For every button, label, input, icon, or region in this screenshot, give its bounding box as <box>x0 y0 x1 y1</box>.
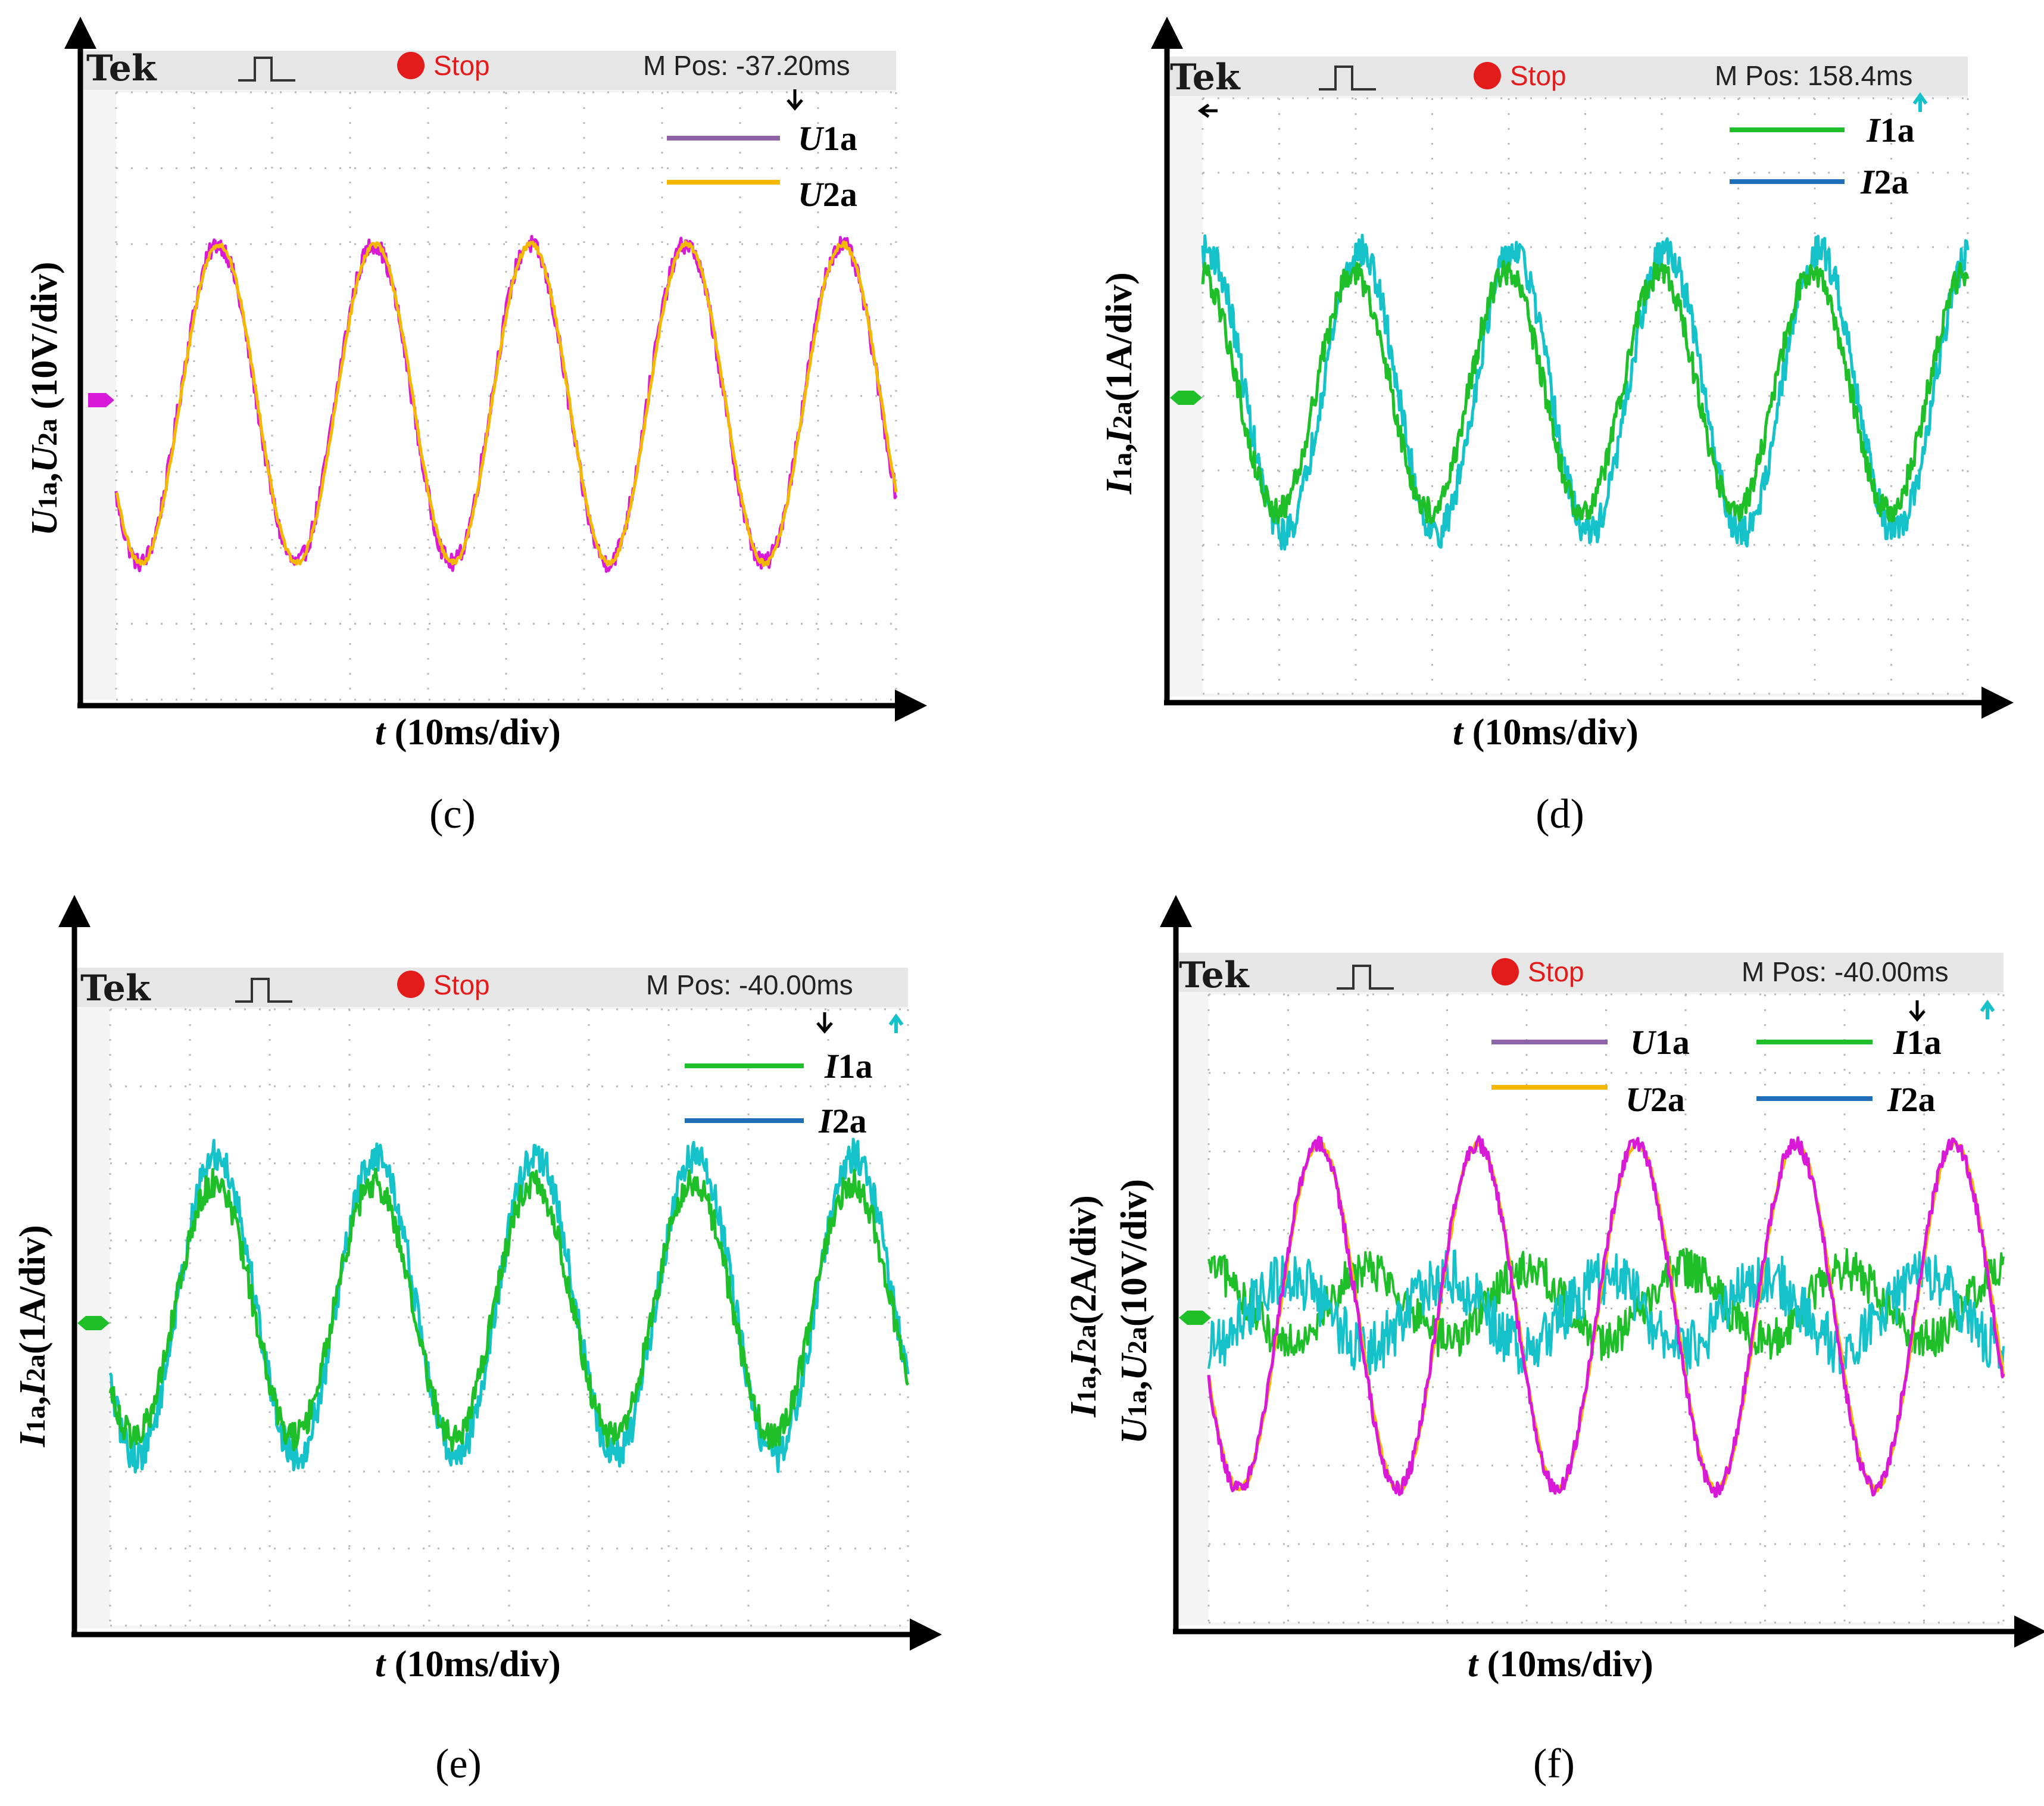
trace-U1a <box>1207 1135 2005 1498</box>
scope-mpos: M Pos: -40.00ms <box>646 969 853 1000</box>
scope-brand: Tek <box>1170 57 1241 98</box>
scope-header-bar <box>77 51 896 90</box>
legend: U1a U2a <box>667 119 857 214</box>
scope-header-bar <box>1167 57 1968 96</box>
legend-label-I2a: I2a <box>818 1102 867 1140</box>
y-axis-label: U1a,U2a (10V/div) <box>24 261 65 536</box>
legend: I1a I2a <box>1730 111 1915 201</box>
ground-marker-icon <box>77 1316 110 1330</box>
ground-marker-icon <box>1179 1311 1211 1325</box>
trigger-position-icon <box>816 1012 833 1034</box>
x-axis-label: t (10ms/div) <box>1468 1644 1653 1685</box>
scope-brand: Tek <box>86 48 157 89</box>
traces <box>114 235 898 573</box>
plot-area <box>110 1009 908 1626</box>
panel-e: Tek Stop M Pos: -40.00ms I1a I2a I1a,I2a… <box>13 895 942 1787</box>
y-axis-label: I1a,I2a(1A/div) <box>1099 272 1140 495</box>
legend: I1a I2a <box>685 1047 873 1140</box>
trigger-pulse-icon <box>238 57 295 82</box>
scope-header-bar <box>1176 953 2004 992</box>
legend: U1a U2a I1a I2a <box>1491 1023 1942 1119</box>
stop-icon <box>397 971 425 998</box>
scope-status: Stop <box>433 969 490 1000</box>
legend-label-I2a: I2a <box>1887 1080 1936 1119</box>
legend-label-U1a: U1a <box>798 119 857 158</box>
grid <box>1202 97 1969 695</box>
stop-icon <box>1491 958 1519 985</box>
scope-mpos: M Pos: -40.00ms <box>1742 956 1949 987</box>
panel-label-d: (d) <box>1536 791 1584 837</box>
stop-icon <box>397 52 425 79</box>
panel-d: Tek Stop M Pos: 158.4ms I1a I2a I1a,I2a(… <box>1099 17 2014 837</box>
legend-label-I2a: I2a <box>1860 163 1909 201</box>
grid <box>1207 993 2005 1624</box>
ground-marker-icon <box>1170 391 1202 405</box>
trigger-position-icon <box>1909 1000 1926 1022</box>
panel-label-c: (c) <box>429 791 476 837</box>
trace-I1a <box>108 1167 910 1452</box>
trigger-position-icon <box>1197 103 1218 118</box>
scope-mpos: M Pos: 158.4ms <box>1715 60 1912 91</box>
trace-I1a <box>1207 1247 2005 1361</box>
trace-U2a <box>115 240 898 567</box>
stop-icon <box>1474 62 1501 89</box>
panel-label-e: (e) <box>435 1741 482 1787</box>
ref-marker-icon <box>1912 92 1928 112</box>
traces <box>108 1137 910 1474</box>
y-axis-label-2: U1a,U2a(10V/div) <box>1114 1179 1154 1444</box>
panel-f: Tek Stop M Pos: -40.00ms U1a U2a I1a I2a… <box>1063 895 2044 1787</box>
traces <box>1201 233 1970 551</box>
ref-marker-icon <box>888 1013 904 1033</box>
trigger-position-icon <box>787 89 803 111</box>
legend-label-U1a: U1a <box>1630 1023 1690 1062</box>
x-axis-label: t (10ms/div) <box>375 1644 561 1685</box>
scope-header-bar <box>74 968 908 1007</box>
panel-c: Tek Stop M Pos: -37.20ms U1a U2a U1a,U2a… <box>24 17 927 837</box>
legend-label-I1a: I1a <box>1866 111 1915 149</box>
panel-label-f: (f) <box>1533 1741 1575 1787</box>
grid <box>115 91 897 701</box>
trigger-pulse-icon <box>1337 965 1394 990</box>
trace-I1a <box>1201 260 1970 525</box>
traces <box>1207 1135 2005 1498</box>
ref-marker-icon <box>1980 999 1995 1019</box>
legend-label-I1a: I1a <box>824 1047 873 1086</box>
scope-status: Stop <box>433 50 490 81</box>
y-axis-label: I1a,I2a(2A/div) <box>1063 1195 1104 1418</box>
scope-mpos: M Pos: -37.20ms <box>643 50 850 81</box>
trace-I2a <box>108 1137 910 1474</box>
scope-brand: Tek <box>80 968 151 1009</box>
scope-brand: Tek <box>1179 955 1250 996</box>
trigger-pulse-icon <box>1319 65 1376 91</box>
trigger-pulse-icon <box>235 978 292 1003</box>
legend-label-U2a: U2a <box>1625 1080 1685 1119</box>
x-axis-label: t (10ms/div) <box>375 712 561 753</box>
x-axis-label: t (10ms/div) <box>1453 712 1639 753</box>
legend-label-U2a: U2a <box>798 175 857 214</box>
y-axis-label: I1a,I2a(1A/div) <box>13 1225 53 1448</box>
scope-status: Stop <box>1510 60 1566 91</box>
scope-status: Stop <box>1528 956 1584 987</box>
ground-marker-icon <box>88 393 114 407</box>
legend-label-I1a: I1a <box>1893 1023 1942 1062</box>
